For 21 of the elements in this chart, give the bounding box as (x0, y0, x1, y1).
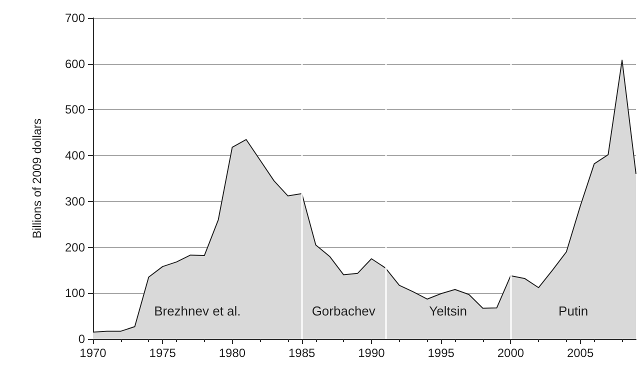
y-tick-label: 500 (64, 102, 86, 117)
y-tick-label: 300 (64, 194, 86, 208)
x-tick-label: 2005 (566, 346, 594, 360)
y-axis-title: Billions of 2009 dollars (30, 118, 44, 239)
x-tick-label: 1975 (149, 346, 176, 360)
y-tick-label: 400 (64, 148, 86, 163)
annotation: Putin (558, 304, 588, 318)
x-tick-label: 1990 (358, 346, 386, 360)
y-tick-label: 700 (64, 11, 86, 25)
annotation: Gorbachev (312, 304, 376, 318)
x-tick-label: 1985 (288, 346, 316, 360)
y-tick-label: 100 (64, 286, 86, 300)
annotation: Yeltsin (429, 304, 467, 318)
x-tick-label: 1970 (80, 346, 107, 360)
x-tick-label: 1995 (428, 346, 455, 360)
x-tick-label: 1980 (218, 346, 246, 360)
y-tick-label: 200 (64, 240, 86, 254)
x-tick-label: 2000 (497, 346, 524, 360)
y-tick-label: 0 (78, 332, 86, 346)
annotation: Brezhnev et al. (154, 304, 241, 318)
y-tick-label: 600 (64, 56, 86, 71)
